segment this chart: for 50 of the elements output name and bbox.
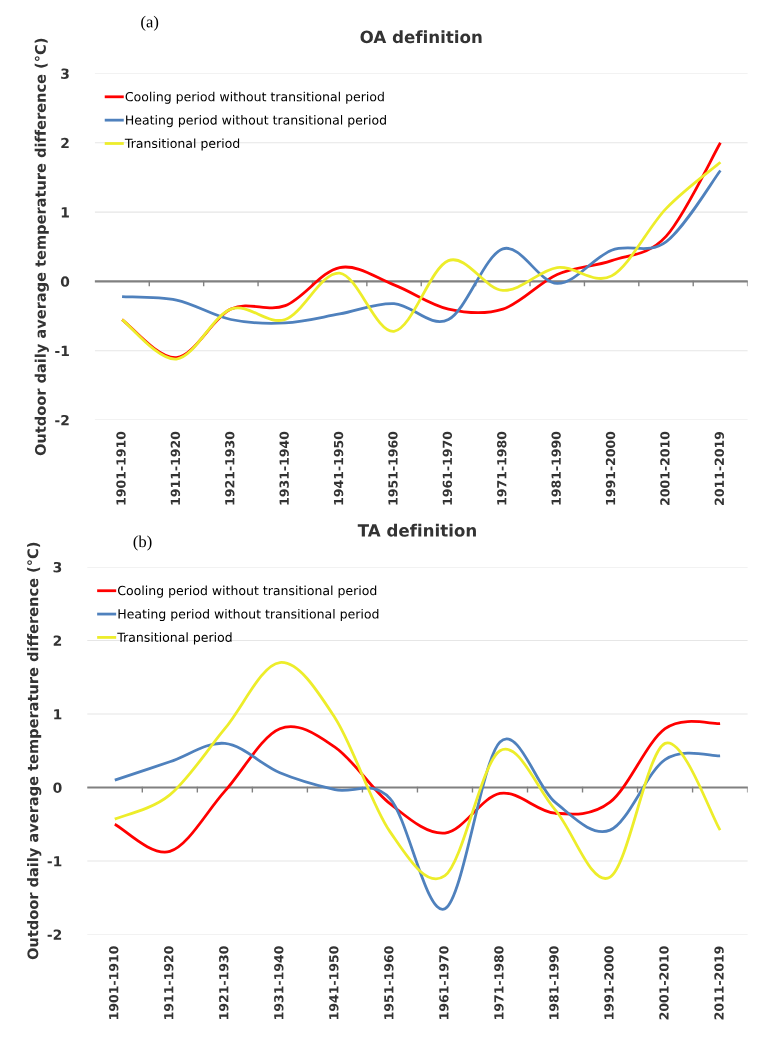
- legend-label: Heating period without transitional period: [126, 115, 386, 128]
- x-tick-label: 1981-1990: [549, 946, 559, 1019]
- x-tick-label: 2011-2019: [714, 431, 725, 505]
- x-tick-label: 2001-2010: [659, 946, 669, 1020]
- x-tick-label: 1921-1930: [225, 431, 235, 505]
- x-tick-label: 1991-2000: [605, 431, 616, 505]
- y-tick-label: 2: [61, 137, 69, 149]
- y-tick-label: 3: [61, 68, 69, 79]
- x-tick-label: 1991-2000: [604, 946, 614, 1019]
- y-tick-label: 1: [54, 709, 62, 720]
- x-tick-label: 1911-1920: [170, 431, 181, 505]
- y-tick-label: -2: [55, 414, 69, 426]
- line-series: [113, 661, 722, 880]
- y-axis-title: Outdoor daily average temperature difference (°C): [27, 542, 42, 960]
- legend-label: Cooling period without transitional period: [125, 91, 384, 104]
- legend-label: Cooling period without transitional period: [117, 585, 377, 598]
- x-tick-label: 1931-1940: [279, 431, 289, 505]
- text: (a): [141, 15, 159, 31]
- legend-label: Transitional period: [117, 632, 232, 645]
- y-tick-label: 2: [53, 635, 62, 646]
- y-tick-label: 1: [61, 207, 69, 218]
- x-tick-label: 1961-1970: [439, 946, 449, 1019]
- x-tick-label: 1981-1990: [551, 431, 561, 505]
- text: (b): [133, 535, 152, 551]
- y-tick-label: 0: [53, 782, 62, 793]
- x-tick-label: 2011-2019: [714, 946, 724, 1020]
- x-tick-label: 1961-1970: [442, 431, 453, 505]
- y-axis-title: Outdoor daily average temperature difference (°C): [34, 38, 49, 456]
- chart-title: TA definition: [357, 523, 476, 537]
- x-tick-label: 1941-1950: [329, 946, 339, 1019]
- x-tick-label: 2001-2010: [660, 431, 670, 505]
- x-tick-label: 1921-1930: [219, 946, 229, 1019]
- line-series: [120, 169, 722, 325]
- x-tick-label: 1941-1950: [333, 431, 344, 505]
- y-tick-label: -2: [47, 929, 62, 940]
- chart-title: OA definition: [360, 30, 482, 44]
- x-tick-label: 1901-1910: [108, 946, 119, 1019]
- x-tick-label: 1911-1920: [164, 946, 174, 1019]
- legend-label: Transitional period: [124, 138, 240, 151]
- y-tick-label: -1: [47, 856, 62, 867]
- x-tick-label: 1951-1960: [384, 946, 394, 1019]
- y-tick-label: 0: [60, 276, 70, 287]
- x-tick-label: 1971-1980: [497, 431, 507, 505]
- x-tick-label: 1951-1960: [388, 431, 398, 505]
- x-tick-label: 1971-1980: [494, 946, 504, 1019]
- x-tick-label: 1931-1940: [274, 946, 284, 1019]
- x-tick-label: 1901-1910: [116, 431, 126, 505]
- legend-label: Heating period without transitional period: [118, 608, 379, 622]
- y-tick-label: 3: [53, 561, 62, 573]
- y-tick-label: -1: [55, 345, 69, 356]
